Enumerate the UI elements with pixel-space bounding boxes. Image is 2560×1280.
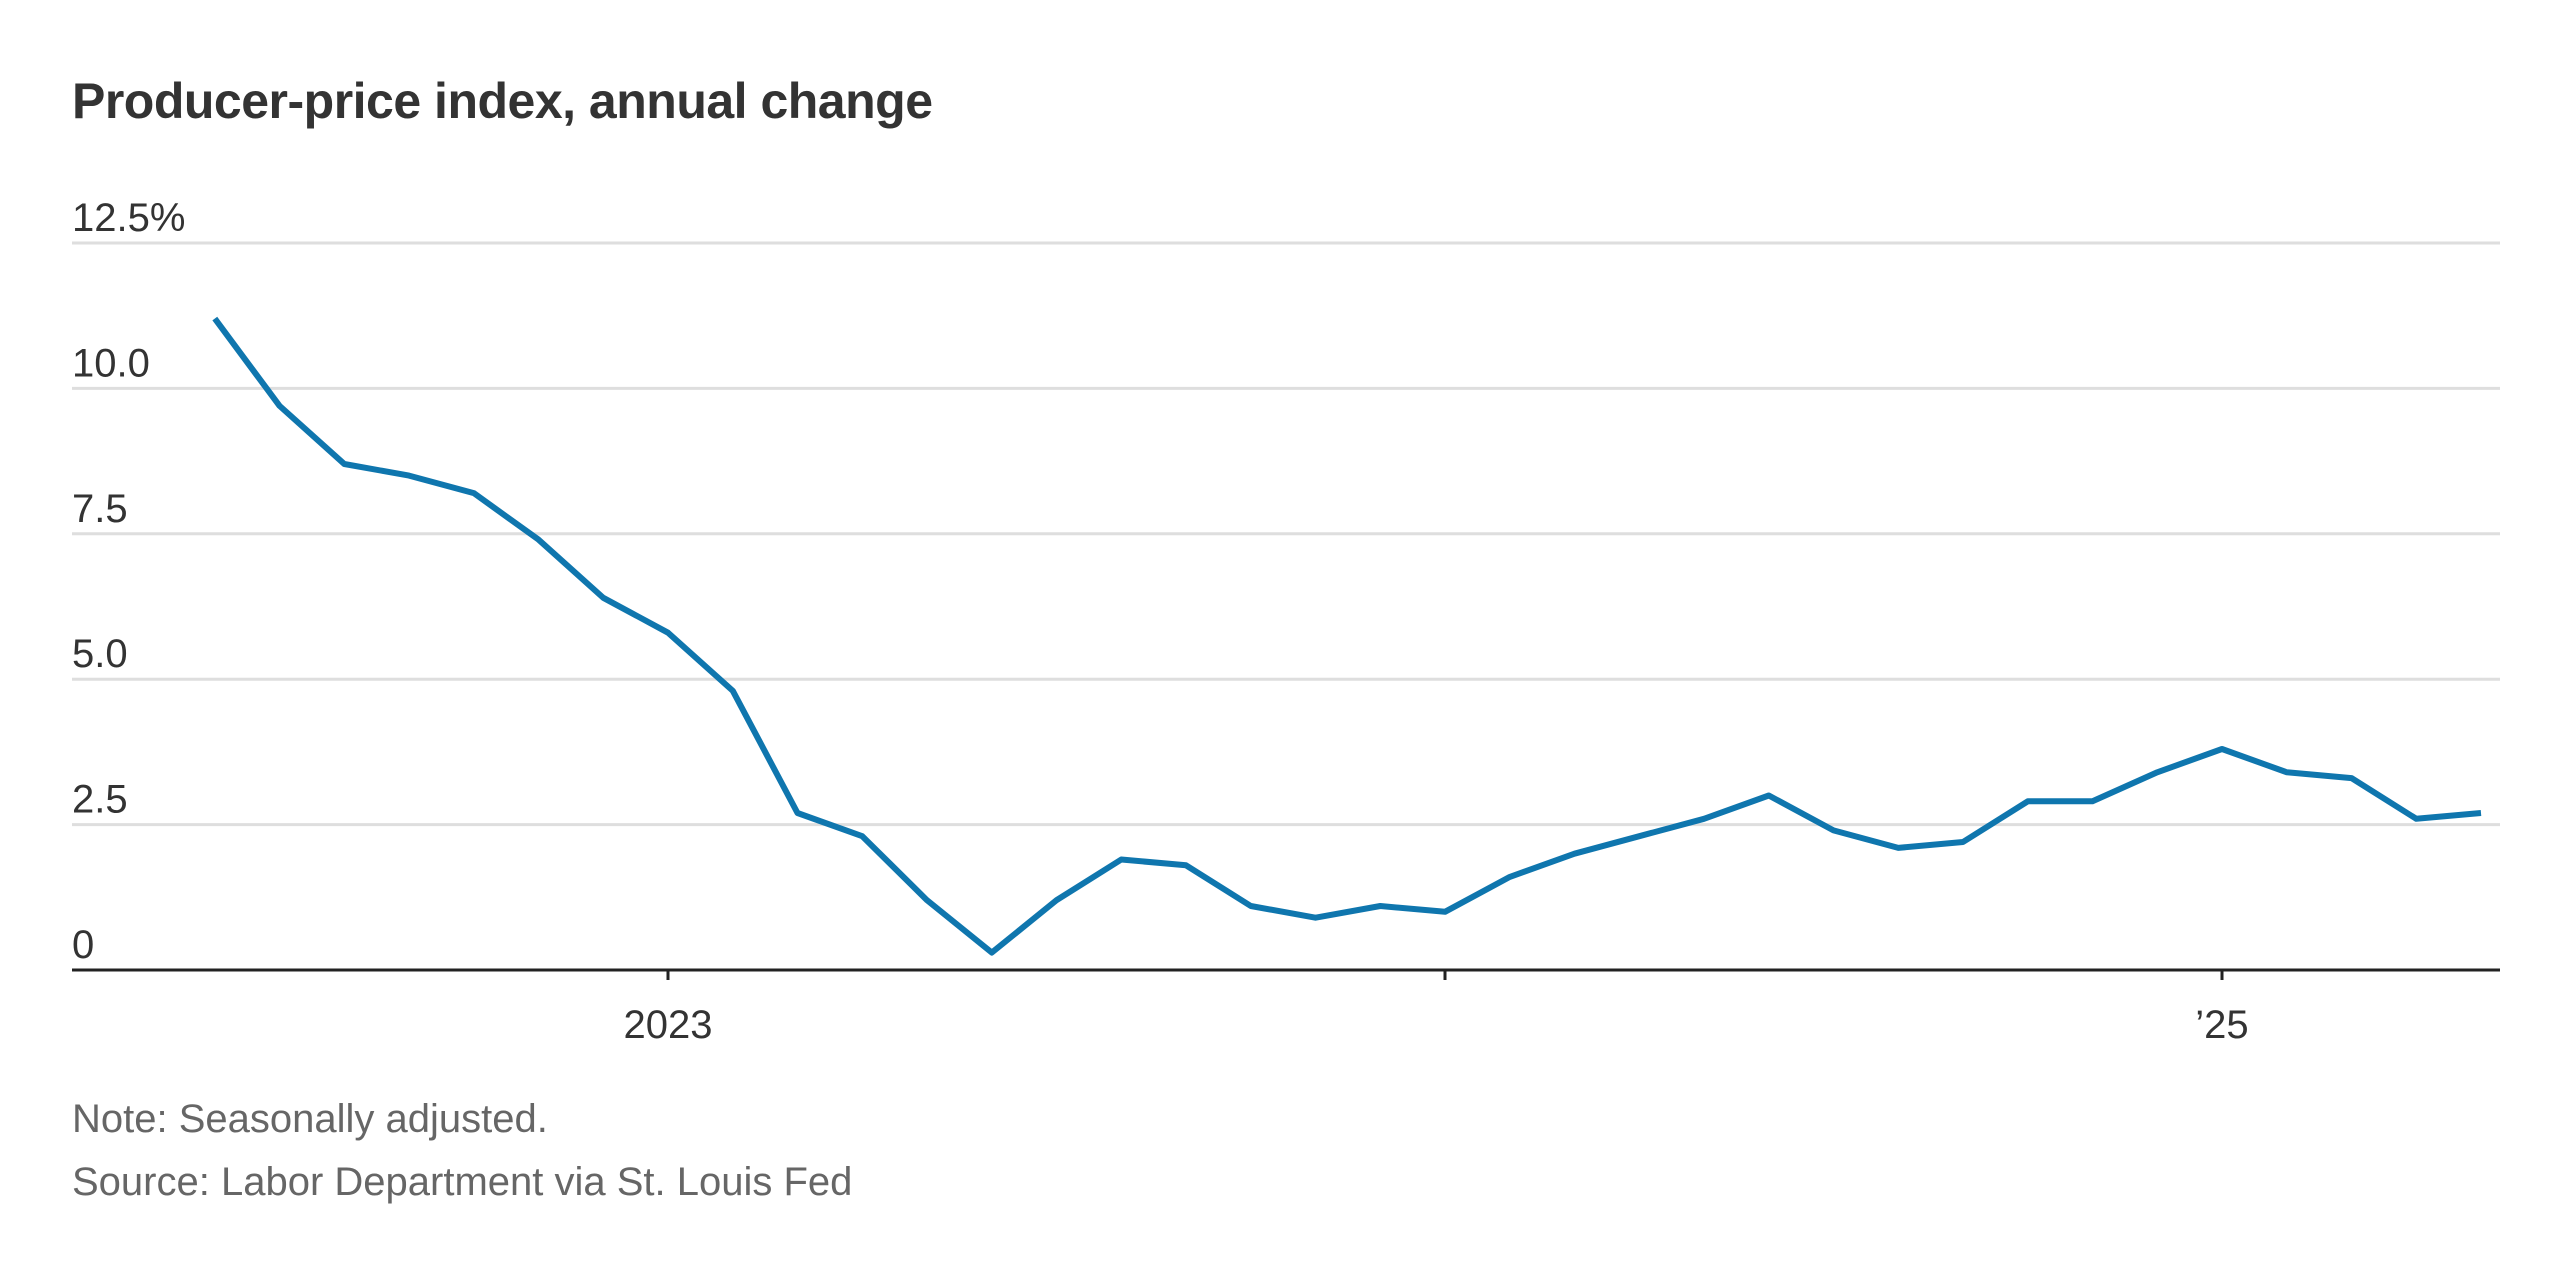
gridlines bbox=[72, 241, 2500, 827]
y-tick-label: 5.0 bbox=[72, 632, 128, 676]
y-tick-label: 0 bbox=[72, 923, 94, 967]
series-line bbox=[212, 316, 2482, 956]
y-tick-label: 10.0 bbox=[72, 341, 150, 385]
y-tick-label: 12.5% bbox=[72, 196, 185, 240]
chart-title: Producer-price index, annual change bbox=[72, 73, 933, 129]
y-axis-labels: 12.5% 10.0 7.5 5.0 2.5 0 bbox=[72, 196, 185, 967]
x-axis: 2023 ’25 bbox=[72, 968, 2500, 1047]
y-tick-label: 7.5 bbox=[72, 487, 128, 531]
x-tick-label: 2023 bbox=[624, 1003, 713, 1047]
x-tick-label: ’25 bbox=[2195, 1003, 2248, 1047]
chart-note: Note: Seasonally adjusted. bbox=[72, 1097, 548, 1141]
chart-source: Source: Labor Department via St. Louis F… bbox=[72, 1160, 853, 1204]
series-layer bbox=[212, 316, 2482, 956]
y-tick-label: 2.5 bbox=[72, 778, 128, 822]
